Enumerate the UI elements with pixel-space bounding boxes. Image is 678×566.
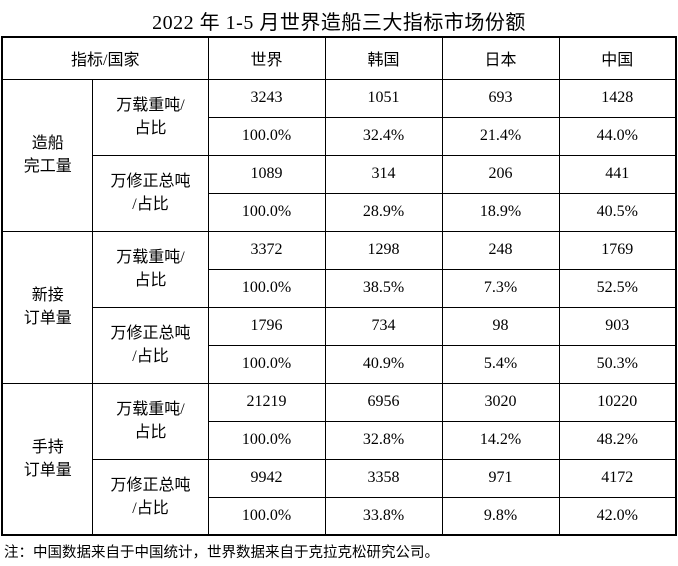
share-cell: 5.4% xyxy=(441,344,560,384)
value-cell: 10220 xyxy=(558,382,677,422)
value-cell: 1051 xyxy=(324,78,443,118)
share-cell: 40.5% xyxy=(558,192,677,232)
value-cell: 1298 xyxy=(324,230,443,270)
share-cell: 32.4% xyxy=(324,116,443,156)
table-row: 造船 完工量 万载重吨/ 占比 3243 1051 693 1428 xyxy=(1,78,677,232)
value-cell: 1769 xyxy=(558,230,677,270)
value-cell: 9942 xyxy=(207,458,326,498)
value-cell: 441 xyxy=(558,154,677,194)
share-cell: 32.8% xyxy=(324,420,443,460)
section-label-order-backlog: 手持 订单量 xyxy=(1,382,94,536)
table-row: 万修正总吨 /占比 9942 3358 971 4172 xyxy=(2,458,677,536)
metric-label: 万载重吨/ 占比 xyxy=(92,230,209,308)
value-cell: 21219 xyxy=(207,382,326,422)
share-cell: 52.5% xyxy=(558,268,677,308)
value-cell: 6956 xyxy=(324,382,443,422)
metric-label: 万载重吨/ 占比 xyxy=(92,78,209,156)
share-cell: 18.9% xyxy=(441,192,560,232)
share-cell: 44.0% xyxy=(558,116,677,156)
table-row: 100.0% 33.8% 9.8% 42.0% xyxy=(2,496,677,536)
share-cell: 7.3% xyxy=(441,268,560,308)
value-cell: 1428 xyxy=(558,78,677,118)
table-row: 100.0% 32.4% 21.4% 44.0% xyxy=(2,116,677,156)
value-cell: 693 xyxy=(441,78,560,118)
share-cell: 100.0% xyxy=(207,116,326,156)
header-japan: 日本 xyxy=(441,36,560,80)
share-cell: 38.5% xyxy=(324,268,443,308)
share-cell: 100.0% xyxy=(207,496,326,536)
share-cell: 42.0% xyxy=(558,496,677,536)
table-row: 100.0% 28.9% 18.9% 40.5% xyxy=(2,192,677,232)
metric-label: 万载重吨/ 占比 xyxy=(92,382,209,460)
table-header-row: 指标/国家 世界 韩国 日本 中国 xyxy=(1,36,677,80)
value-cell: 248 xyxy=(441,230,560,270)
table-row: 100.0% 32.8% 14.2% 48.2% xyxy=(2,420,677,460)
share-cell: 9.8% xyxy=(441,496,560,536)
table-row: 手持 订单量 万载重吨/ 占比 21219 6956 3020 10220 xyxy=(1,382,677,536)
share-cell: 21.4% xyxy=(441,116,560,156)
share-cell: 14.2% xyxy=(441,420,560,460)
footnote: 注：中国数据来自于中国统计，世界数据来自于克拉克松研究公司。 xyxy=(4,545,439,561)
section-label-completions: 造船 完工量 xyxy=(1,78,94,232)
share-cell: 50.3% xyxy=(558,344,677,384)
metric-label: 万修正总吨 /占比 xyxy=(92,458,209,536)
value-cell: 3358 xyxy=(324,458,443,498)
section-label-new-orders: 新接 订单量 xyxy=(1,230,94,384)
header-world: 世界 xyxy=(207,36,326,80)
share-cell: 100.0% xyxy=(207,420,326,460)
value-cell: 4172 xyxy=(558,458,677,498)
share-cell: 100.0% xyxy=(207,192,326,232)
table-row: 100.0% 38.5% 7.3% 52.5% xyxy=(2,268,677,308)
share-cell: 100.0% xyxy=(207,268,326,308)
value-cell: 98 xyxy=(441,306,560,346)
table-row: 新接 订单量 万载重吨/ 占比 3372 1298 248 1769 xyxy=(1,230,677,384)
share-cell: 100.0% xyxy=(207,344,326,384)
value-cell: 3243 xyxy=(207,78,326,118)
share-cell: 33.8% xyxy=(324,496,443,536)
table-row: 万修正总吨 /占比 1796 734 98 903 xyxy=(2,306,677,384)
value-cell: 734 xyxy=(324,306,443,346)
metric-label: 万修正总吨 /占比 xyxy=(92,306,209,384)
header-korea: 韩国 xyxy=(324,36,443,80)
metric-label: 万修正总吨 /占比 xyxy=(92,154,209,232)
header-indicator-country: 指标/国家 xyxy=(1,36,209,80)
share-cell: 48.2% xyxy=(558,420,677,460)
value-cell: 1796 xyxy=(207,306,326,346)
value-cell: 206 xyxy=(441,154,560,194)
share-cell: 28.9% xyxy=(324,192,443,232)
value-cell: 3372 xyxy=(207,230,326,270)
table-row: 100.0% 40.9% 5.4% 50.3% xyxy=(2,344,677,384)
value-cell: 3020 xyxy=(441,382,560,422)
share-cell: 40.9% xyxy=(324,344,443,384)
page-title: 2022 年 1-5 月世界造船三大指标市场份额 xyxy=(152,12,526,34)
value-cell: 971 xyxy=(441,458,560,498)
shipbuilding-share-table: 指标/国家 世界 韩国 日本 中国 造船 完工量 万载重吨/ 占比 3243 1… xyxy=(0,36,677,536)
value-cell: 314 xyxy=(324,154,443,194)
value-cell: 1089 xyxy=(207,154,326,194)
header-china: 中国 xyxy=(558,36,677,80)
table-row: 万修正总吨 /占比 1089 314 206 441 xyxy=(2,154,677,232)
value-cell: 903 xyxy=(558,306,677,346)
